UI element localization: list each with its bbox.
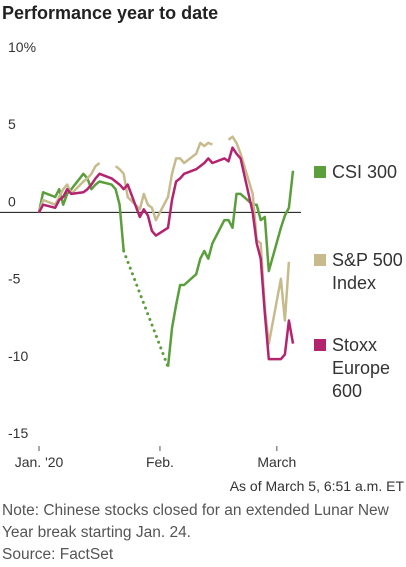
x-tick-label: Feb.	[146, 454, 174, 470]
series-line	[37, 162, 101, 213]
y-tick-label: -15	[8, 425, 28, 441]
y-tick-label: -5	[8, 271, 21, 287]
series-line	[227, 135, 291, 345]
y-tick-label: -10	[8, 348, 28, 364]
series-line	[166, 170, 295, 367]
legend-entry: Stoxx Europe 600	[314, 334, 404, 403]
legend-swatch	[314, 254, 326, 266]
legend-swatch	[314, 166, 326, 178]
legend-entry: CSI 300	[314, 161, 404, 184]
legend-label: CSI 300	[332, 162, 398, 182]
y-tick-label: 5	[8, 116, 16, 132]
gap-line	[122, 249, 170, 369]
legend-label: S&P 500 Index	[332, 250, 403, 293]
series-line	[37, 172, 125, 252]
y-tick-label: 0	[8, 193, 16, 209]
y-tick-label: 10%	[8, 39, 36, 55]
legend-entry: S&P 500 Index	[314, 249, 404, 295]
series-line	[114, 141, 213, 222]
series-line	[37, 146, 295, 361]
chart: 10% 5 0 -5 -10 -15 Jan. '20 Feb. March	[0, 39, 301, 470]
legend-label: Stoxx Europe 600	[332, 335, 391, 401]
chart-title: Performance year to date	[2, 3, 219, 23]
legend-swatch	[314, 339, 326, 351]
note: Note: Chinese stocks closed for an exten…	[2, 502, 389, 541]
x-tick-label: Jan. '20	[15, 454, 64, 470]
x-tick-label: March	[257, 454, 296, 470]
source: Source: FactSet	[2, 546, 114, 563]
timestamp: As of March 5, 6:51 a.m. ET	[229, 478, 404, 494]
